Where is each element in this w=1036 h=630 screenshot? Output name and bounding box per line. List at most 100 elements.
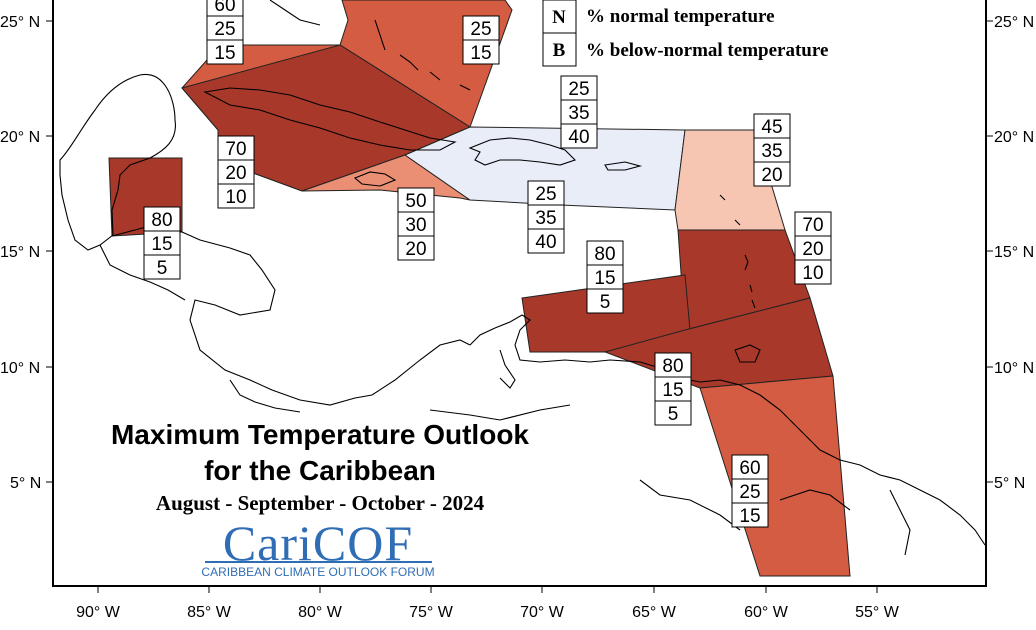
prob-value: 15 (470, 43, 491, 64)
lon-label-85: 85° W (187, 604, 232, 621)
prob-cell (753, 113, 791, 139)
prob-box-bahamas-west: 60 25 15 (206, 0, 244, 65)
prob-value: 5 (157, 258, 168, 279)
prob-value: 35 (535, 208, 556, 229)
prob-value: 10 (802, 263, 823, 284)
lat-label-right-20: 20° N (994, 129, 1034, 146)
prob-value: 50 (405, 191, 426, 212)
prob-value: 15 (151, 234, 172, 255)
legend-label-n: % normal temperature (586, 6, 775, 27)
legend-key-n: N (552, 7, 566, 28)
prob-value: 20 (405, 239, 426, 260)
lon-label-90: 90° W (76, 604, 121, 621)
lon-label-75: 75° W (409, 604, 454, 621)
lat-label-right-15: 15° N (994, 244, 1034, 261)
lon-label-65: 65° W (632, 604, 677, 621)
prob-cell (527, 228, 565, 254)
prob-box-trinidad: 80 15 5 (654, 352, 692, 426)
lon-ticks: 90° W 85° W 80° W 75° W 70° W 65° W 60° … (76, 586, 900, 621)
prob-cell (527, 180, 565, 206)
prob-cell (731, 454, 769, 480)
prob-box-cuba: 70 20 10 (217, 135, 255, 209)
prob-cell (654, 400, 692, 426)
prob-value: 10 (225, 187, 246, 208)
prob-value: 40 (535, 232, 556, 253)
legend-key-b: B (553, 40, 566, 61)
prob-box-puerto-rico: 25 35 40 (527, 180, 565, 254)
legend: N % normal temperature B % below-normal … (542, 0, 828, 67)
legend-key-b-box (542, 32, 577, 67)
prob-value: 45 (761, 117, 782, 138)
prob-value: 15 (214, 43, 235, 64)
prob-box-northern-leewards: 45 35 20 (753, 113, 791, 187)
prob-cell (217, 183, 255, 209)
prob-value: 70 (225, 139, 246, 160)
prob-cell (794, 235, 832, 261)
svg-text:CARIBBEAN CLIMATE OUTLOOK FORU: CARIBBEAN CLIMATE OUTLOOK FORUM (201, 565, 434, 579)
prob-cell (586, 288, 624, 314)
prob-cell (731, 502, 769, 528)
prob-value: 20 (225, 163, 246, 184)
prob-cell (143, 230, 181, 256)
prob-cell (206, 15, 244, 41)
prob-cell (217, 135, 255, 161)
coastlines (59, 0, 986, 556)
lat-label-25: 25° N (0, 14, 40, 31)
prob-value: 30 (405, 215, 426, 236)
prob-value: 15 (594, 268, 615, 289)
lat-label-right-5: 5° N (994, 475, 1025, 492)
prob-value: 25 (535, 184, 556, 205)
prob-cell (560, 123, 598, 149)
prob-value: 80 (662, 356, 683, 377)
lon-label-70: 70° W (520, 604, 565, 621)
prob-box-abc-islands: 80 15 5 (586, 240, 624, 314)
lat-label-20: 20° N (0, 129, 40, 146)
lat-label-right-25: 25° N (994, 14, 1034, 31)
prob-cell (397, 187, 435, 213)
prob-value: 5 (600, 292, 611, 313)
lat-ticks-right: 25° N 20° N 15° N 10° N 5° N (986, 14, 1034, 492)
prob-cell (731, 478, 769, 504)
prob-value: 35 (761, 141, 782, 162)
prob-value: 60 (214, 0, 235, 16)
prob-value: 25 (214, 19, 235, 40)
lat-ticks-left: 25° N 20° N 15° N 10° N 5° N (0, 14, 53, 492)
prob-value: 40 (568, 127, 589, 148)
prob-box-jamaica: 50 30 20 (397, 187, 435, 261)
forecast-regions (108, 0, 851, 577)
prob-value: 35 (568, 103, 589, 124)
prob-box-hispaniola: 25 35 40 (560, 75, 598, 149)
prob-cell (753, 161, 791, 187)
map-period: August - September - October - 2024 (156, 491, 485, 515)
prob-cell (527, 204, 565, 230)
prob-cell (397, 235, 435, 261)
lat-label-15: 15° N (0, 244, 40, 261)
prob-value: 5 (668, 404, 679, 425)
prob-value: 20 (761, 165, 782, 186)
prob-value: 80 (594, 244, 615, 265)
prob-value: 20 (802, 239, 823, 260)
prob-value: 70 (802, 215, 823, 236)
prob-cell (206, 39, 244, 65)
prob-cell (654, 376, 692, 402)
prob-cell (586, 264, 624, 290)
lon-label-55: 55° W (855, 604, 900, 621)
lat-label-10: 10° N (0, 360, 40, 377)
lon-label-80: 80° W (298, 604, 343, 621)
legend-label-b: % below-normal temperature (586, 40, 828, 61)
prob-box-guianas: 60 25 15 (731, 454, 769, 528)
prob-cell (462, 39, 500, 65)
prob-cell (654, 352, 692, 378)
prob-value: 15 (662, 380, 683, 401)
prob-value: 25 (739, 482, 760, 503)
prob-cell (462, 15, 500, 41)
lat-label-5: 5° N (10, 475, 41, 492)
prob-cell (794, 259, 832, 285)
lon-label-60: 60° W (744, 604, 789, 621)
prob-value: 80 (151, 210, 172, 231)
prob-value: 25 (568, 79, 589, 100)
prob-cell (794, 211, 832, 237)
map-title-line2: for the Caribbean (204, 455, 436, 486)
